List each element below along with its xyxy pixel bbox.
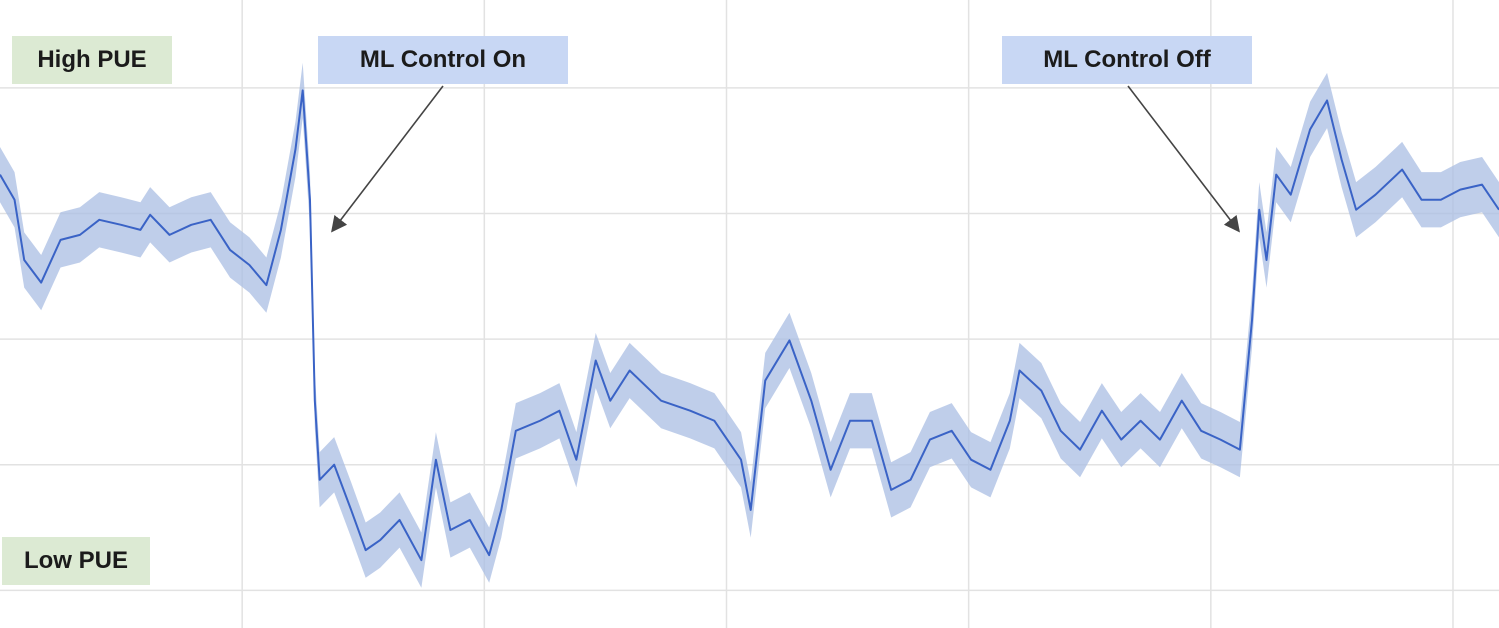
plot xyxy=(0,62,1499,588)
arrow xyxy=(1127,85,1240,233)
arrow xyxy=(331,85,444,233)
annotation: ML Control Off xyxy=(1002,36,1252,84)
line xyxy=(0,89,1499,562)
annotation: High PUE xyxy=(12,36,172,84)
annotation: Low PUE xyxy=(2,537,150,585)
error-band xyxy=(0,62,1499,588)
annotation: ML Control On xyxy=(318,36,568,84)
